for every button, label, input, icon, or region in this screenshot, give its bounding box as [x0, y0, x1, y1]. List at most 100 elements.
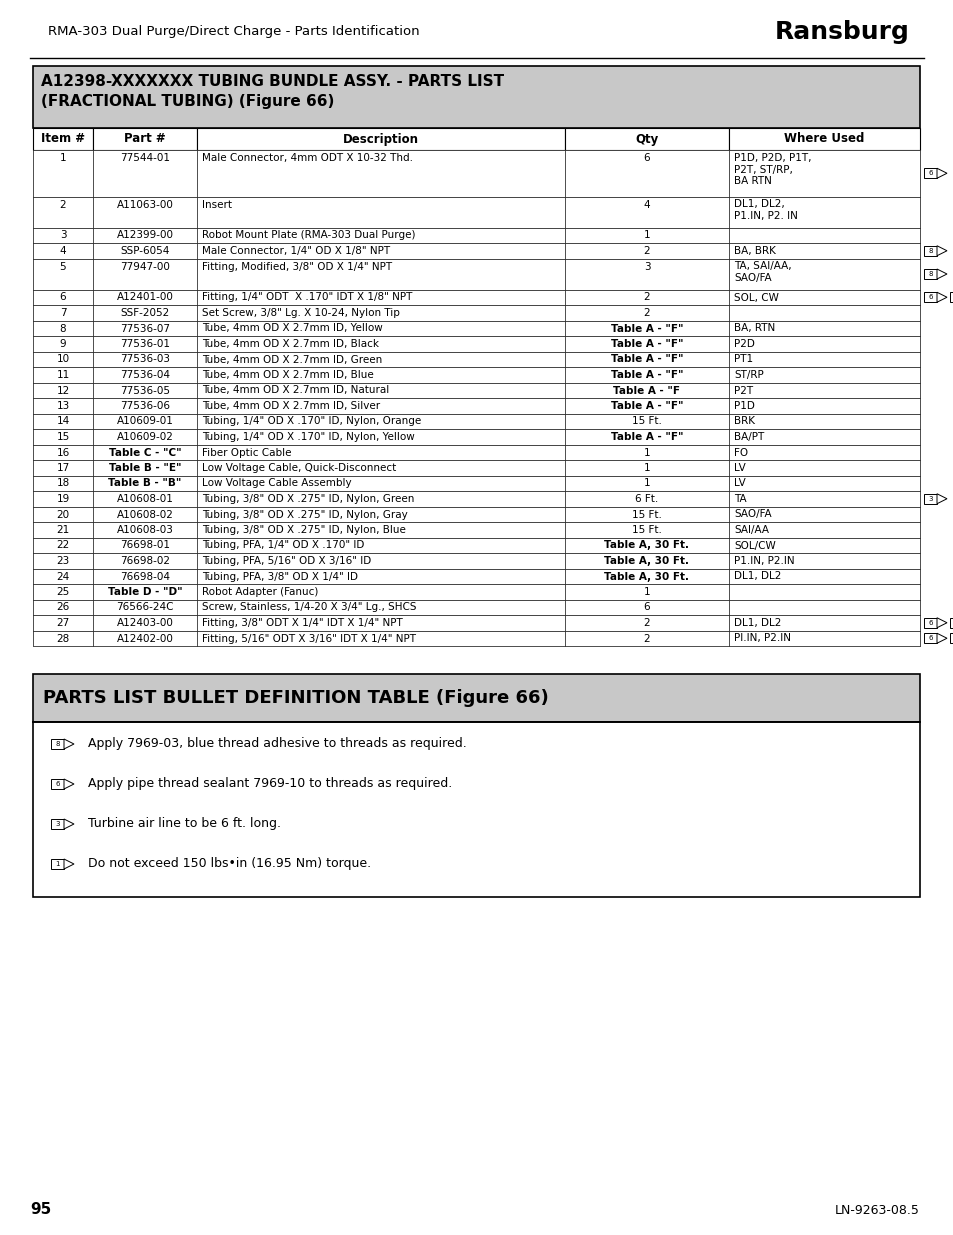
Text: 76698-02: 76698-02 [120, 556, 170, 566]
Bar [728, 414, 919, 429]
Text: SSF-2052: SSF-2052 [120, 308, 170, 317]
Text: 28: 28 [56, 634, 70, 643]
Bar [728, 336, 919, 352]
Bar [33, 227, 92, 243]
Bar [33, 383, 92, 398]
Bar [196, 128, 564, 149]
Bar [33, 149, 92, 196]
Text: Table A - "F": Table A - "F" [610, 354, 682, 364]
Bar [92, 599, 196, 615]
Bar [564, 196, 728, 227]
Bar [92, 506, 196, 522]
Text: PARTS LIST BULLET DEFINITION TABLE (Figure 66): PARTS LIST BULLET DEFINITION TABLE (Figu… [43, 689, 548, 706]
Text: Screw, Stainless, 1/4-20 X 3/4" Lg., SHCS: Screw, Stainless, 1/4-20 X 3/4" Lg., SHC… [202, 603, 416, 613]
Text: 16: 16 [56, 447, 70, 457]
Text: Item #: Item # [41, 132, 85, 146]
Polygon shape [936, 634, 946, 643]
Bar [92, 398, 196, 414]
Text: SAI/AA: SAI/AA [733, 525, 768, 535]
Bar [564, 227, 728, 243]
Text: PT1: PT1 [733, 354, 752, 364]
Text: 3: 3 [643, 262, 650, 272]
Text: Fitting, Modified, 3/8" OD X 1/4" NPT: Fitting, Modified, 3/8" OD X 1/4" NPT [202, 262, 392, 272]
Bar [564, 553, 728, 568]
Text: DL1, DL2,
P1.IN, P2. IN: DL1, DL2, P1.IN, P2. IN [733, 200, 797, 221]
Text: LV: LV [733, 463, 745, 473]
Bar [33, 227, 919, 243]
Text: 1: 1 [643, 587, 650, 597]
Text: 21: 21 [56, 525, 70, 535]
Bar [196, 336, 564, 352]
Bar [92, 553, 196, 568]
Text: Fiber Optic Cable: Fiber Optic Cable [202, 447, 292, 457]
Text: Tube, 4mm OD X 2.7mm ID, Black: Tube, 4mm OD X 2.7mm ID, Black [202, 338, 378, 350]
Bar [51, 779, 64, 789]
Polygon shape [936, 269, 946, 279]
Text: 2: 2 [60, 200, 67, 210]
Text: Do not exceed 150 lbs•in (16.95 Nm) torque.: Do not exceed 150 lbs•in (16.95 Nm) torq… [88, 857, 371, 871]
Text: Tube, 4mm OD X 2.7mm ID, Silver: Tube, 4mm OD X 2.7mm ID, Silver [202, 401, 379, 411]
Bar [564, 492, 728, 506]
Bar [196, 196, 564, 227]
Bar [33, 149, 919, 196]
Text: A10609-02: A10609-02 [116, 432, 173, 442]
Text: 2: 2 [643, 634, 650, 643]
Bar [728, 367, 919, 383]
Text: Table B - "B": Table B - "B" [109, 478, 181, 489]
Polygon shape [64, 819, 74, 829]
Bar [728, 445, 919, 459]
Bar [33, 445, 919, 459]
Bar [33, 615, 919, 631]
Text: 9: 9 [60, 338, 67, 350]
Text: Table C - "C": Table C - "C" [109, 447, 181, 457]
Text: Ransburg: Ransburg [774, 20, 909, 44]
Text: Turbine air line to be 6 ft. long.: Turbine air line to be 6 ft. long. [88, 818, 281, 830]
Text: Table A - "F": Table A - "F" [610, 324, 682, 333]
Text: Table B - "E": Table B - "E" [109, 463, 181, 473]
Text: Part #: Part # [124, 132, 166, 146]
Bar [92, 352, 196, 367]
Text: 1: 1 [643, 447, 650, 457]
Text: Fitting, 5/16" ODT X 3/16" IDT X 1/4" NPT: Fitting, 5/16" ODT X 3/16" IDT X 1/4" NP… [202, 634, 416, 643]
Bar [564, 305, 728, 321]
Text: Insert: Insert [202, 200, 232, 210]
Text: 6 Ft.: 6 Ft. [635, 494, 658, 504]
Text: 2: 2 [643, 618, 650, 629]
Bar [923, 618, 936, 627]
Bar [728, 568, 919, 584]
Text: 26: 26 [56, 603, 70, 613]
Bar [33, 584, 92, 599]
Text: 7: 7 [60, 308, 67, 317]
Bar [196, 305, 564, 321]
Text: 15 Ft.: 15 Ft. [632, 525, 661, 535]
Text: 10: 10 [56, 354, 70, 364]
Bar [33, 367, 919, 383]
Bar [33, 459, 92, 475]
Bar [923, 494, 936, 504]
Bar [564, 445, 728, 459]
Bar [33, 537, 92, 553]
Text: 77536-07: 77536-07 [120, 324, 170, 333]
Text: SSP-6054: SSP-6054 [120, 246, 170, 256]
Polygon shape [936, 168, 946, 178]
Bar [196, 584, 564, 599]
Bar [33, 599, 919, 615]
Bar [949, 293, 953, 303]
Text: 4: 4 [60, 246, 67, 256]
Bar [33, 553, 92, 568]
Bar [33, 522, 919, 537]
Bar [92, 459, 196, 475]
Text: Tubing, PFA, 5/16" OD X 3/16" ID: Tubing, PFA, 5/16" OD X 3/16" ID [202, 556, 371, 566]
Text: Tube, 4mm OD X 2.7mm ID, Yellow: Tube, 4mm OD X 2.7mm ID, Yellow [202, 324, 382, 333]
Bar [196, 243, 564, 258]
Bar [728, 599, 919, 615]
Bar [92, 289, 196, 305]
Bar [33, 414, 919, 429]
Bar [33, 321, 92, 336]
Text: 3: 3 [55, 821, 60, 827]
Text: 6: 6 [643, 153, 650, 163]
Text: BA, RTN: BA, RTN [733, 324, 775, 333]
Bar [33, 631, 92, 646]
Text: BA, BRK: BA, BRK [733, 246, 775, 256]
Text: 76698-04: 76698-04 [120, 572, 170, 582]
